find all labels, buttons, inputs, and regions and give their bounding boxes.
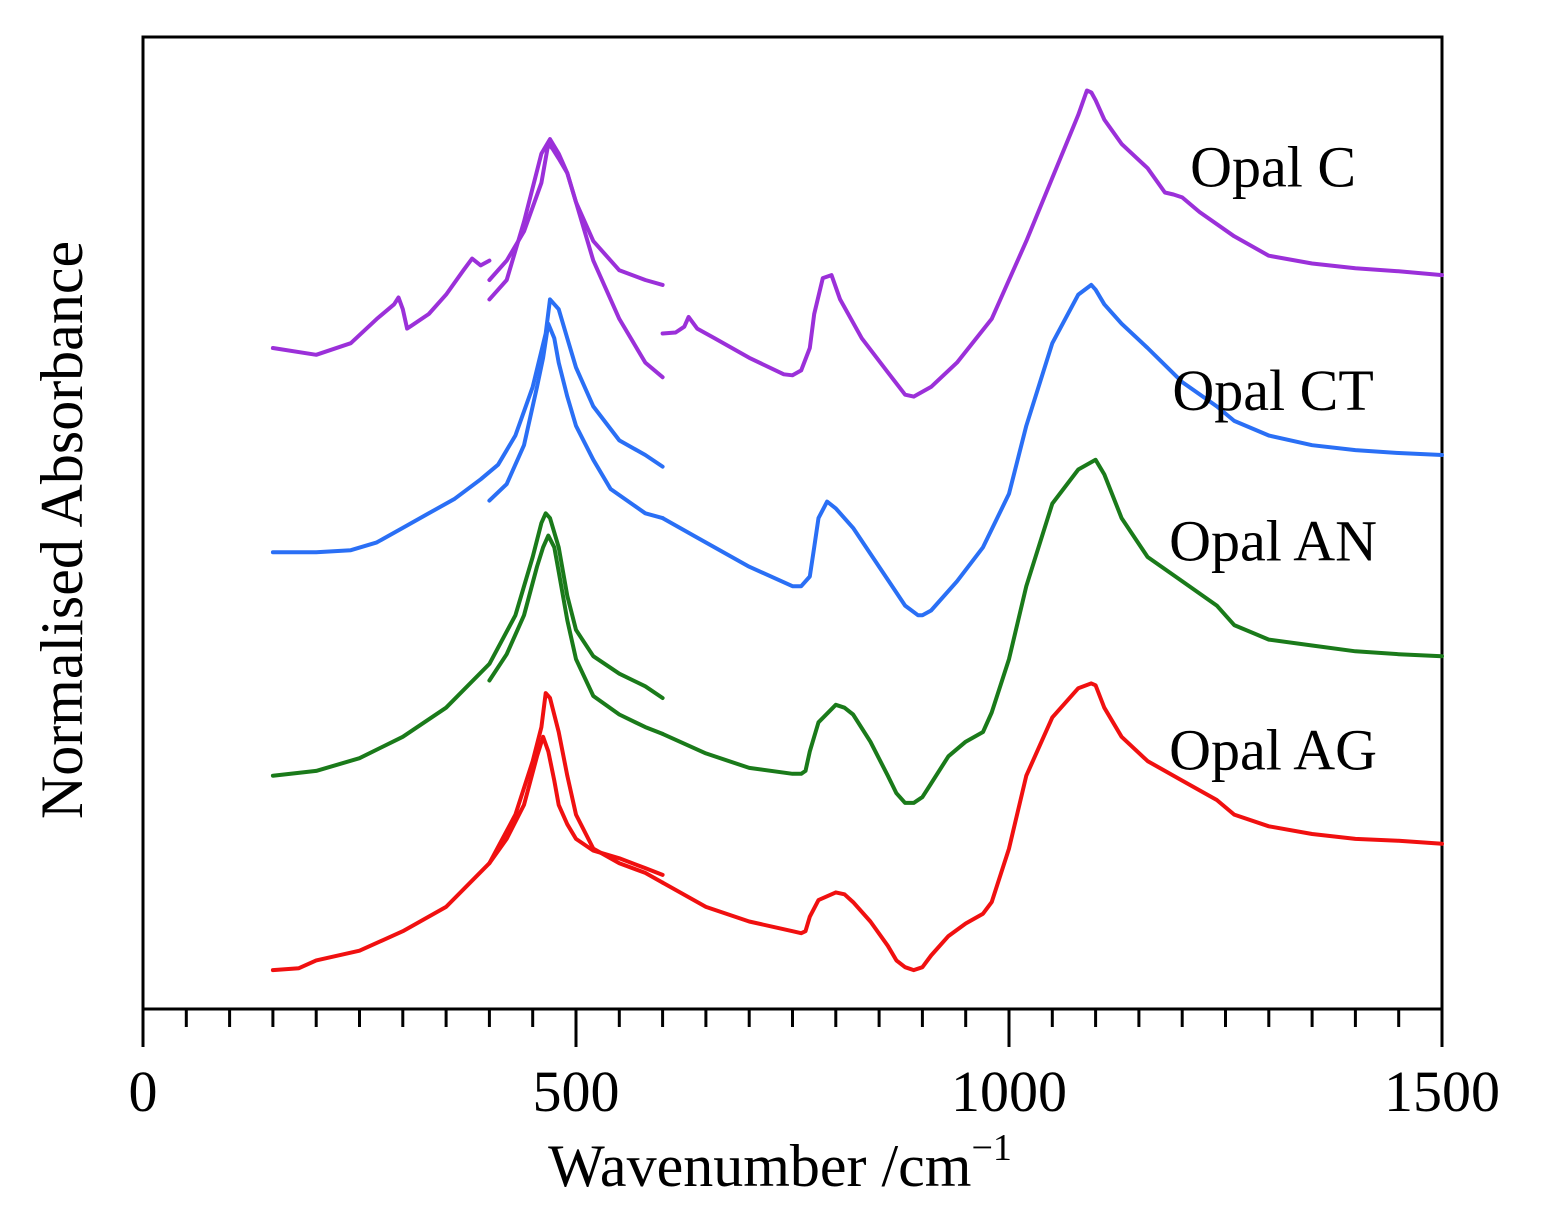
x-tick-label-0: 0 bbox=[129, 1059, 158, 1124]
x-axis-ticks bbox=[141, 1009, 1444, 1047]
series-line-opal-c-segment-1 bbox=[487, 137, 665, 302]
series-line-opal-c-segment-2 bbox=[487, 141, 665, 380]
series-label-opal-ag: Opal AG bbox=[1169, 718, 1377, 783]
series-line-opal-c-segment-0 bbox=[270, 256, 492, 357]
series-line-opal-ct-segment-0 bbox=[270, 297, 665, 555]
series-line-opal-an-segment-0 bbox=[270, 511, 665, 778]
x-tick-label-1500: 1500 bbox=[1384, 1059, 1500, 1124]
series-line-opal-ag-segment-0 bbox=[270, 691, 665, 973]
series-line-opal-an-segment-1 bbox=[487, 533, 665, 736]
x-axis-tick-labels: 0 500 1000 1500 bbox=[129, 1059, 1501, 1124]
series-group bbox=[270, 88, 1444, 973]
x-tick-label-1000: 1000 bbox=[951, 1059, 1067, 1124]
series-line-opal-ct-segment-2 bbox=[660, 282, 1444, 618]
y-axis-label: Normalised Absorbance bbox=[29, 241, 95, 819]
series-line-opal-ag-segment-1 bbox=[487, 734, 665, 877]
x-axis-label: Wavenumber /cm−1 bbox=[548, 1127, 1012, 1199]
series-label-opal-an: Opal AN bbox=[1169, 509, 1377, 574]
x-tick-label-500: 500 bbox=[533, 1059, 620, 1124]
series-line-opal-ct-segment-1 bbox=[487, 321, 665, 521]
series-line-opal-an-segment-2 bbox=[660, 457, 1444, 805]
series-label-opal-ct: Opal CT bbox=[1172, 358, 1373, 423]
series-line-opal-ag-segment-2 bbox=[660, 681, 1444, 973]
series-line-opal-c-segment-3 bbox=[660, 88, 1444, 399]
series-labels: Opal C Opal CT Opal AN Opal AG bbox=[1169, 134, 1377, 782]
series-label-opal-c: Opal C bbox=[1190, 134, 1356, 199]
